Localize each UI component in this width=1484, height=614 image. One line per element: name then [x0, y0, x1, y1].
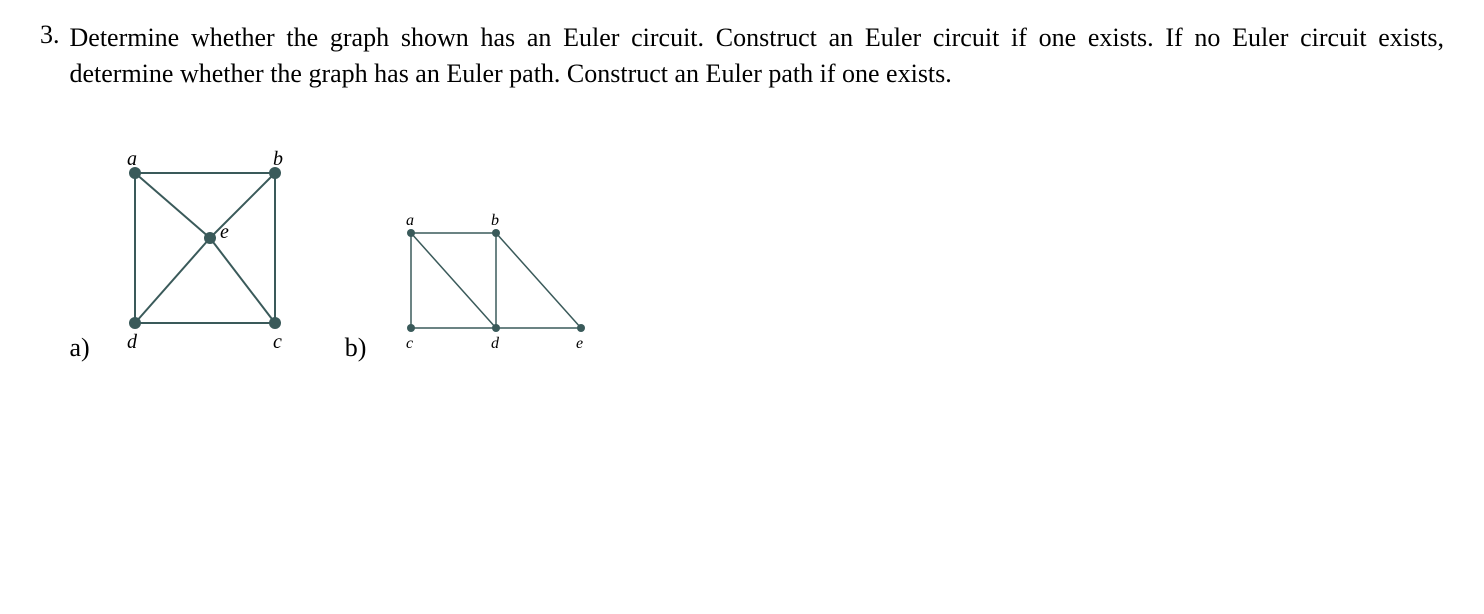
vertex-label: d — [491, 335, 500, 352]
graph-label-b: b) — [345, 333, 367, 363]
vertex-label: b — [273, 148, 283, 170]
vertex-label: e — [220, 221, 229, 243]
vertex — [407, 324, 415, 332]
edge — [496, 233, 581, 328]
edge — [135, 238, 210, 323]
question-text: Determine whether the graph shown has an… — [70, 20, 1445, 93]
vertex-label: c — [406, 335, 413, 352]
vertex-label: e — [576, 335, 583, 352]
edge — [135, 173, 210, 238]
vertex — [269, 317, 281, 329]
edge — [411, 233, 496, 328]
vertex-label: d — [127, 331, 138, 353]
vertex — [204, 232, 216, 244]
vertex — [407, 229, 415, 237]
vertex — [492, 229, 500, 237]
graph-svg-a: a b c d e — [105, 143, 305, 363]
graph-item-a: a) a b c d e — [70, 143, 305, 363]
vertex-label: b — [491, 212, 499, 229]
question-container: 3. Determine whether the graph shown has… — [40, 20, 1444, 363]
vertex — [577, 324, 585, 332]
graph-svg-b: a b c d e — [381, 203, 611, 363]
vertex-label: c — [273, 331, 282, 353]
graphs-row: a) a b c d e b) a b c d e — [70, 143, 1445, 363]
vertex-label: a — [406, 212, 414, 229]
vertex — [129, 317, 141, 329]
vertex-label: a — [127, 148, 137, 170]
graph-item-b: b) a b c d e — [345, 203, 612, 363]
graph-label-a: a) — [70, 333, 90, 363]
question-number: 3. — [40, 20, 60, 50]
question-content: Determine whether the graph shown has an… — [70, 20, 1445, 363]
edge — [210, 238, 275, 323]
vertex — [492, 324, 500, 332]
